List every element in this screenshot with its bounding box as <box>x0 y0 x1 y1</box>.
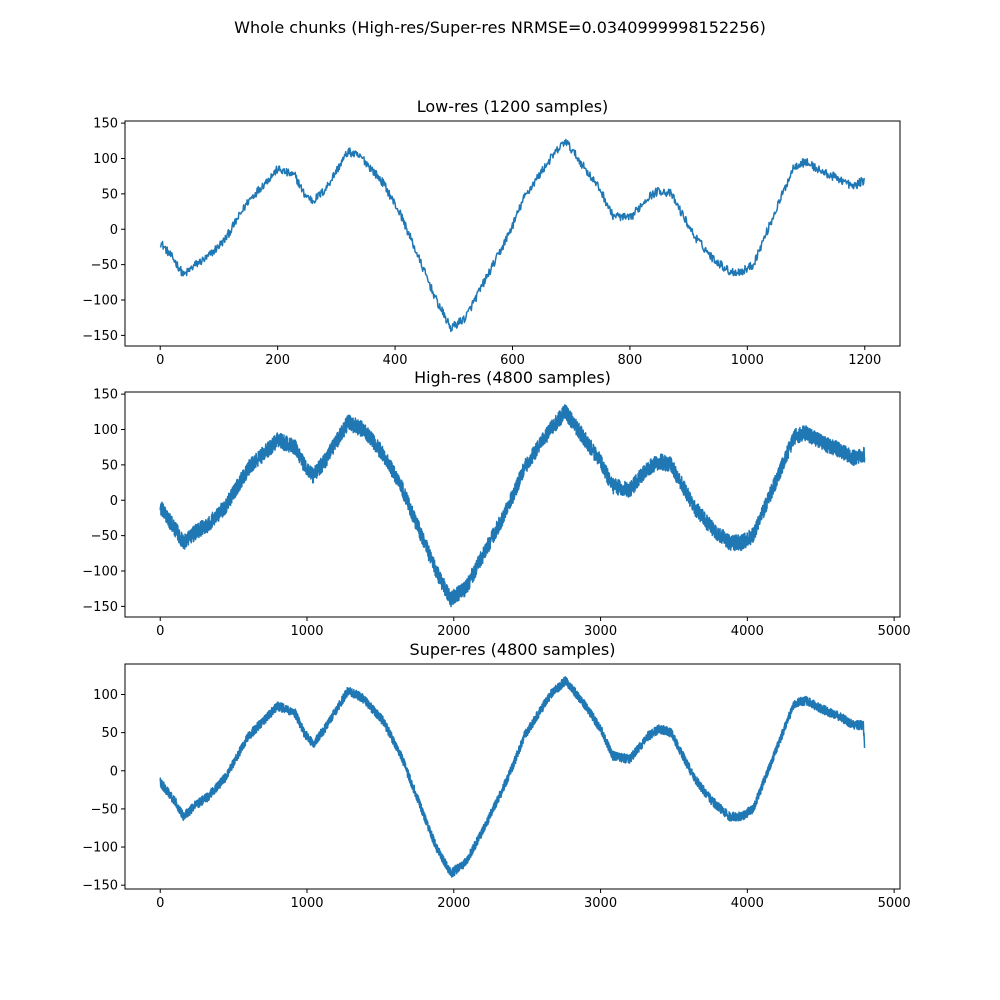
y-tick-label: 50 <box>101 458 118 473</box>
series-line <box>159 676 866 878</box>
y-tick-label: −150 <box>82 329 118 344</box>
y-tick-label: −50 <box>91 258 118 273</box>
subplot-title: Low-res (1200 samples) <box>417 97 609 116</box>
y-tick-label: 100 <box>93 688 118 703</box>
figure-suptitle: Whole chunks (High-res/Super-res NRMSE=0… <box>234 18 766 37</box>
x-tick-label: 4000 <box>731 624 764 639</box>
x-tick-label: 2000 <box>437 896 470 911</box>
x-tick-label: 800 <box>618 353 643 368</box>
subplot-2: High-res (4800 samples)0 1000 2000 3000 4000… <box>82 368 910 639</box>
x-tick-label: 0 <box>156 353 164 368</box>
y-tick-label: 0 <box>110 494 118 509</box>
x-tick-label: 5000 <box>878 896 911 911</box>
x-tick-label: 1000 <box>290 624 323 639</box>
y-tick-label: 0 <box>110 764 118 779</box>
y-tick-label: −50 <box>91 802 118 817</box>
axes-frame <box>124 391 901 618</box>
x-tick-label: 1200 <box>848 353 881 368</box>
y-tick-label: 150 <box>93 388 118 403</box>
y-tick-label: 50 <box>101 187 118 202</box>
subplot-1: Low-res (1200 samples)0 200 400 600 800 1000 1… <box>82 97 901 368</box>
series-line <box>159 138 865 333</box>
subplot-title: Super-res (4800 samples) <box>410 640 616 659</box>
y-tick-label: −100 <box>82 294 118 309</box>
y-tick-label: 100 <box>93 152 118 167</box>
y-tick-label: −100 <box>82 565 118 580</box>
y-tick-label: 0 <box>110 223 118 238</box>
y-tick-label: 50 <box>101 726 118 741</box>
subplot-title: High-res (4800 samples) <box>414 368 611 387</box>
axes-frame <box>124 663 901 890</box>
y-tick-label: −150 <box>82 879 118 894</box>
subplot-3: Super-res (4800 samples)0 1000 2000 3000 400… <box>82 640 910 911</box>
x-tick-label: 200 <box>265 353 290 368</box>
x-tick-label: 0 <box>156 896 164 911</box>
y-tick-label: −150 <box>82 600 118 615</box>
x-tick-label: 400 <box>383 353 408 368</box>
y-tick-label: −100 <box>82 841 118 856</box>
x-tick-label: 1000 <box>731 353 764 368</box>
y-tick-label: 150 <box>93 117 118 132</box>
x-tick-label: 3000 <box>584 624 617 639</box>
x-tick-label: 2000 <box>437 624 470 639</box>
x-tick-label: 4000 <box>731 896 764 911</box>
x-tick-label: 0 <box>156 624 164 639</box>
x-tick-label: 600 <box>500 353 525 368</box>
y-tick-label: −50 <box>91 529 118 544</box>
x-tick-label: 3000 <box>584 896 617 911</box>
series-line <box>159 404 866 608</box>
x-tick-label: 5000 <box>878 624 911 639</box>
x-tick-label: 1000 <box>290 896 323 911</box>
y-tick-label: 100 <box>93 423 118 438</box>
subplot-panels: Low-res (1200 samples)0 200 400 600 800 1000 1… <box>82 97 910 911</box>
